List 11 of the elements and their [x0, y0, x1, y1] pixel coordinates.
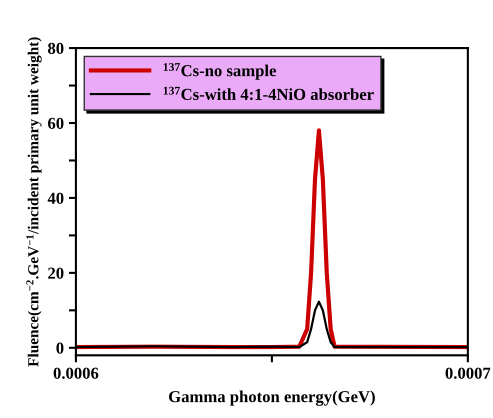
legend-label: $^{137}$Cs-with 4:1-4NiO absorber — [164, 86, 374, 100]
legend-label: $^{137}$Cs-no sample — [164, 63, 276, 80]
y-tick-label: 60 — [48, 118, 64, 129]
y-axis-title: Fluence(cm$^{−2}$.GeV$^{−1}$/incident primary unit weight) — [26, 37, 42, 367]
x-tick-label: 0.0007 — [446, 368, 490, 379]
y-tick-label: 40 — [48, 192, 64, 204]
y-tick-label: 20 — [48, 268, 64, 279]
x-tick-label: 0.0006 — [54, 368, 98, 379]
y-tick-label: 0 — [56, 342, 64, 354]
x-axis-title: Gamma photon energy(GeV) — [169, 390, 375, 406]
y-tick-label: 80 — [48, 42, 64, 54]
